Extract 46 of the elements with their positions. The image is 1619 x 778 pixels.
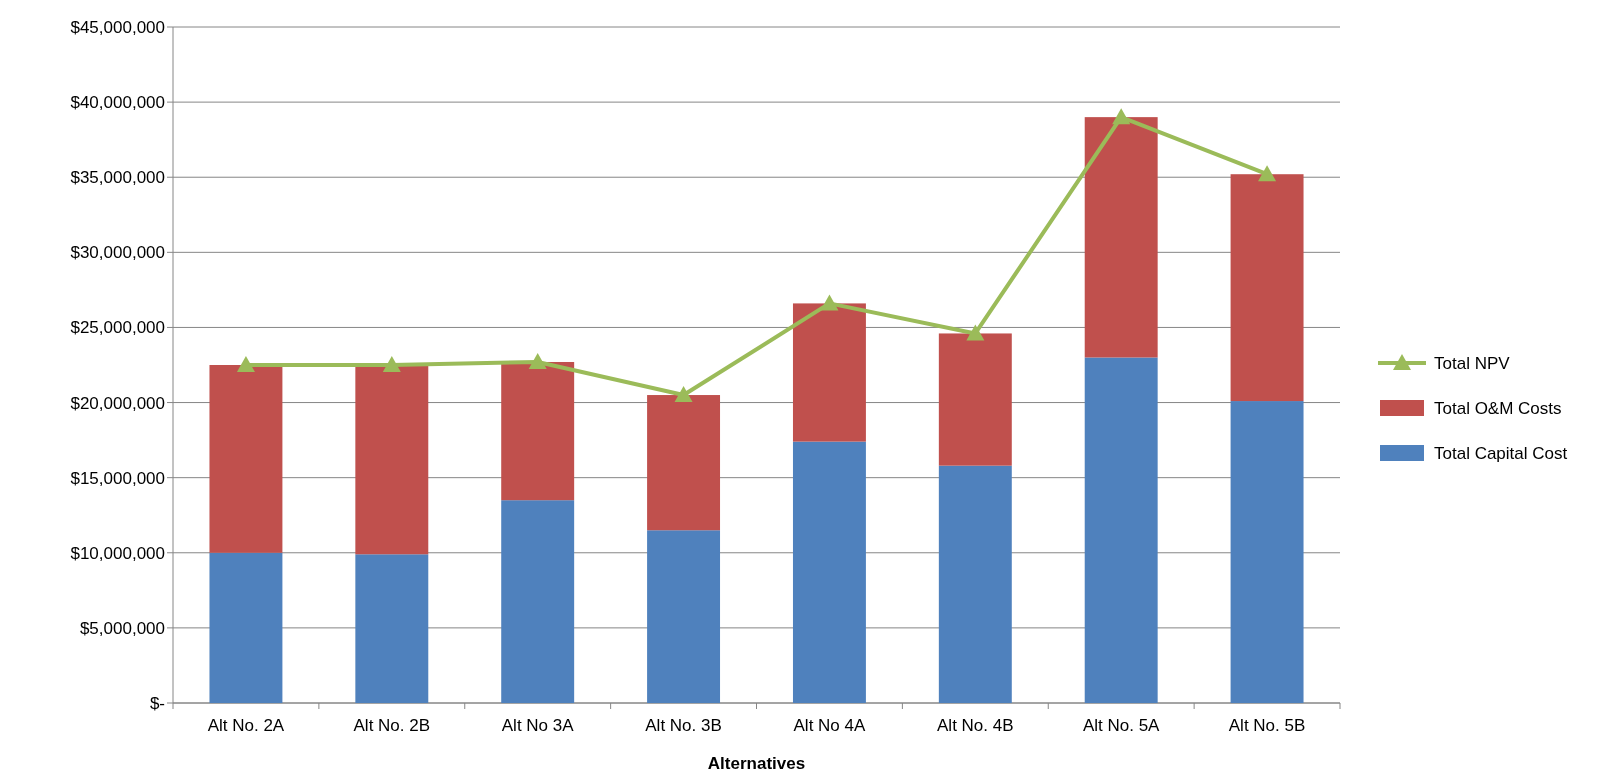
x-tick-label: Alt No. 5A	[1082, 716, 1161, 735]
bar	[1084, 117, 1158, 358]
y-tick-label: $35,000,000	[70, 168, 165, 188]
bar	[501, 500, 575, 703]
bar	[355, 365, 429, 555]
x-tick-label: Alt No 4A	[793, 716, 866, 735]
point	[1112, 108, 1131, 125]
bar	[209, 365, 283, 553]
point	[820, 294, 839, 311]
bar	[1230, 174, 1304, 402]
x-tick-label: Alt No 3A	[501, 716, 575, 735]
bar	[1230, 401, 1304, 703]
point	[966, 324, 985, 341]
x-tick-label: Alt No. 2A	[207, 716, 285, 735]
point	[236, 356, 255, 372]
bar	[647, 530, 721, 703]
point	[674, 386, 693, 403]
y-tick-label: $25,000,000	[70, 318, 165, 338]
point	[382, 356, 401, 372]
bar	[647, 395, 721, 531]
y-tick-label: $20,000,000	[70, 393, 165, 413]
point	[1258, 165, 1277, 182]
x-tick-label: Alt No. 2B	[353, 716, 431, 735]
x-tick-label: Alt No. 3B	[645, 716, 722, 735]
legend-label: Total NPV	[1434, 353, 1511, 373]
bar	[355, 554, 429, 703]
point	[528, 353, 547, 369]
legend-label: Total O&M Costs	[1434, 398, 1562, 418]
bar	[938, 333, 1012, 466]
x-axis-title: Alternatives	[707, 754, 806, 773]
bar	[792, 441, 866, 703]
bar	[1084, 357, 1158, 703]
y-tick-label: $-	[149, 693, 165, 713]
bar	[938, 465, 1012, 703]
x-tick-label: Alt No. 4B	[937, 716, 1014, 735]
bar	[209, 552, 283, 703]
y-tick-label: $5,000,000	[79, 618, 165, 638]
x-tick-label: Alt No. 5B	[1228, 716, 1306, 735]
y-tick-label: $30,000,000	[70, 243, 165, 263]
bar	[792, 303, 866, 442]
y-tick-label: $15,000,000	[70, 468, 165, 488]
legend-label: Total Capital Cost	[1434, 443, 1568, 463]
y-tick-label: $10,000,000	[70, 543, 165, 563]
y-tick-label: $40,000,000	[70, 93, 165, 113]
y-tick-label: $45,000,000	[70, 17, 165, 37]
bar	[501, 362, 575, 501]
